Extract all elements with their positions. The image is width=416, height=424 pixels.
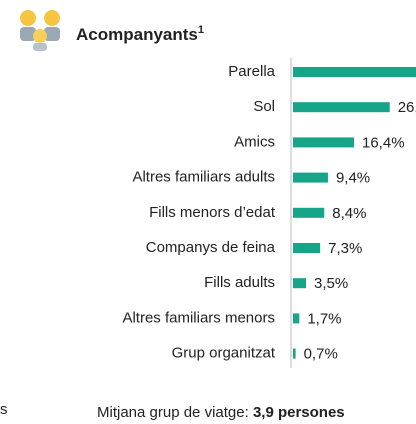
category-label: Amics [234,133,275,150]
bar [293,172,328,183]
category-label: Altres familiars menors [122,309,275,326]
family-icon [20,10,60,51]
category-label: Grup organitzat [172,345,276,362]
bar [293,348,296,359]
value-label: 16,4% [362,134,405,151]
value-label: 9,4% [336,170,370,187]
value-label: 1,7% [307,310,341,327]
footer-left: s [0,401,8,418]
value-label: 0,7% [304,346,338,363]
bar [293,102,390,113]
bar [293,313,300,324]
bar [293,278,307,289]
bar [293,67,416,77]
footer: Mitjana grup de viatge: 3,9 persones [97,404,345,421]
value-label: 26,0% [398,99,416,116]
bar [293,137,355,148]
category-label: Altres familiars adults [132,169,275,186]
category-label: Fills adults [204,274,275,291]
category-label: Parella [228,63,275,80]
chart-title: Acompanyants1 [76,24,204,45]
value-label: 7,3% [328,240,362,257]
bar [293,243,321,253]
category-label: Sol [253,98,275,115]
category-label: Fills menors d’edat [149,204,276,221]
bar [293,207,325,218]
value-label: 8,4% [332,205,366,222]
value-label: 3,5% [314,275,348,292]
category-label: Companys de feina [146,239,276,256]
